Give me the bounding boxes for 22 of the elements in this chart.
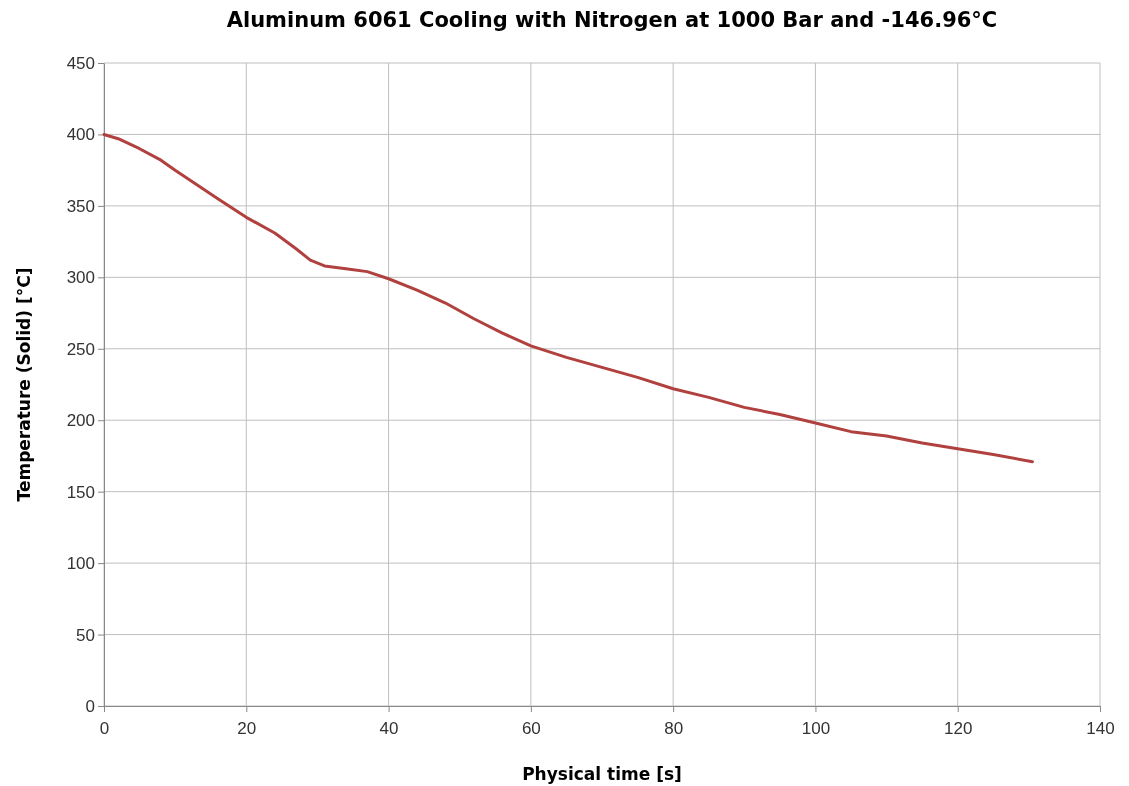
y-tick-label: 250	[66, 339, 95, 359]
y-tick-label: 450	[66, 53, 95, 73]
y-tick-label: 0	[85, 696, 95, 716]
line-series	[102, 132, 1034, 464]
x-tick-label: 140	[1086, 718, 1115, 738]
x-axis-title: Physical time [s]	[522, 764, 682, 784]
x-tick-label: 20	[237, 718, 257, 738]
y-axis-title: Temperature (Solid) [°C]	[14, 267, 34, 502]
y-tick-label: 300	[66, 268, 95, 288]
x-tick-label: 40	[379, 718, 399, 738]
x-tick-label: 80	[664, 718, 684, 738]
x-tick-label: 0	[99, 718, 110, 738]
x-tick-label: 100	[801, 718, 831, 738]
y-tick-label: 50	[76, 625, 95, 645]
y-tick-label: 200	[66, 411, 95, 431]
x-tick-label: 60	[521, 718, 541, 738]
y-tick-label: 100	[66, 554, 95, 574]
x-tick-label: 120	[944, 718, 973, 738]
y-tick-label: 350	[66, 196, 95, 216]
chart-title: Aluminum 6061 Cooling with Nitrogen at 1000 Bar and -146.96°C	[226, 8, 998, 32]
y-tick-label: 150	[66, 482, 95, 502]
y-tick-label: 400	[66, 125, 95, 145]
